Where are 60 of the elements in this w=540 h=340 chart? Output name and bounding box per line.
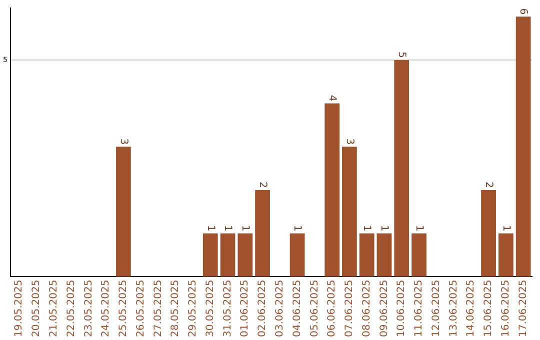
x-tick-label: 01.06.2025	[240, 280, 251, 338]
data-label: 1	[378, 225, 390, 232]
x-tick-label: 16.06.2025	[500, 280, 512, 338]
x-tick-label: 25.05.2025	[118, 280, 130, 338]
data-label: 1	[222, 225, 234, 232]
bar	[394, 60, 410, 277]
x-tick-label: 27.05.2025	[152, 280, 164, 338]
x-tick-label: 31.05.2025	[222, 280, 234, 338]
x-tick-label: 12.06.2025	[430, 280, 442, 338]
data-label: 3	[344, 138, 355, 145]
x-tick-label: 11.06.2025	[414, 280, 425, 338]
x-tick-label: 22.05.2025	[66, 280, 77, 338]
data-label: 1	[292, 225, 303, 232]
bar	[202, 233, 218, 277]
x-tick-label: 06.06.2025	[326, 280, 338, 338]
x-tick-label: 04.06.2025	[292, 280, 303, 338]
x-tick-label: 05.06.2025	[309, 280, 320, 338]
x-tick-label: 17.06.2025	[518, 280, 529, 338]
data-label: 6	[518, 8, 529, 15]
bar	[238, 233, 253, 277]
x-tick-label: 28.05.2025	[170, 280, 182, 338]
bar	[376, 233, 392, 277]
bar	[324, 103, 340, 277]
bar	[516, 16, 531, 277]
x-tick-label: 09.06.2025	[378, 280, 390, 338]
x-tick-label: 10.06.2025	[396, 280, 408, 338]
data-label: 1	[204, 225, 216, 232]
x-tick-label: 30.05.2025	[204, 280, 216, 338]
x-tick-label: 23.05.2025	[83, 280, 94, 338]
data-label: 1	[413, 225, 424, 232]
x-tick-label: 08.06.2025	[361, 280, 372, 338]
x-tick-label: 02.06.2025	[257, 280, 268, 338]
data-label: 4	[326, 94, 338, 102]
bar	[342, 146, 357, 277]
x-tick-label: 24.05.2025	[100, 280, 112, 338]
x-tick-label: 03.06.2025	[274, 280, 286, 338]
bar	[220, 233, 236, 277]
x-tick-label: 20.05.2025	[31, 280, 42, 338]
bar	[412, 233, 426, 277]
data-label: 2	[482, 182, 494, 188]
x-tick-label: 21.05.2025	[48, 280, 60, 338]
bar	[116, 146, 131, 277]
x-tick-label: 13.06.2025	[448, 280, 460, 338]
x-tick-label: 26.05.2025	[135, 280, 146, 338]
bar	[290, 233, 305, 277]
data-label: 3	[118, 138, 129, 145]
bar	[255, 190, 270, 277]
x-tick-label: 19.05.2025	[14, 280, 25, 338]
bar	[498, 233, 514, 277]
x-tick-label: 07.06.2025	[344, 280, 356, 338]
data-label: 1	[240, 225, 251, 232]
data-label: 2	[256, 182, 268, 188]
data-label: 1	[361, 225, 372, 232]
x-tick-label: 15.06.2025	[483, 280, 494, 338]
x-tick-label: 14.06.2025	[466, 280, 477, 338]
bar	[359, 233, 374, 277]
x-tick-label: 29.05.2025	[188, 280, 199, 338]
data-label: 5	[396, 52, 408, 58]
data-label: 1	[500, 225, 512, 232]
bar	[481, 190, 496, 277]
